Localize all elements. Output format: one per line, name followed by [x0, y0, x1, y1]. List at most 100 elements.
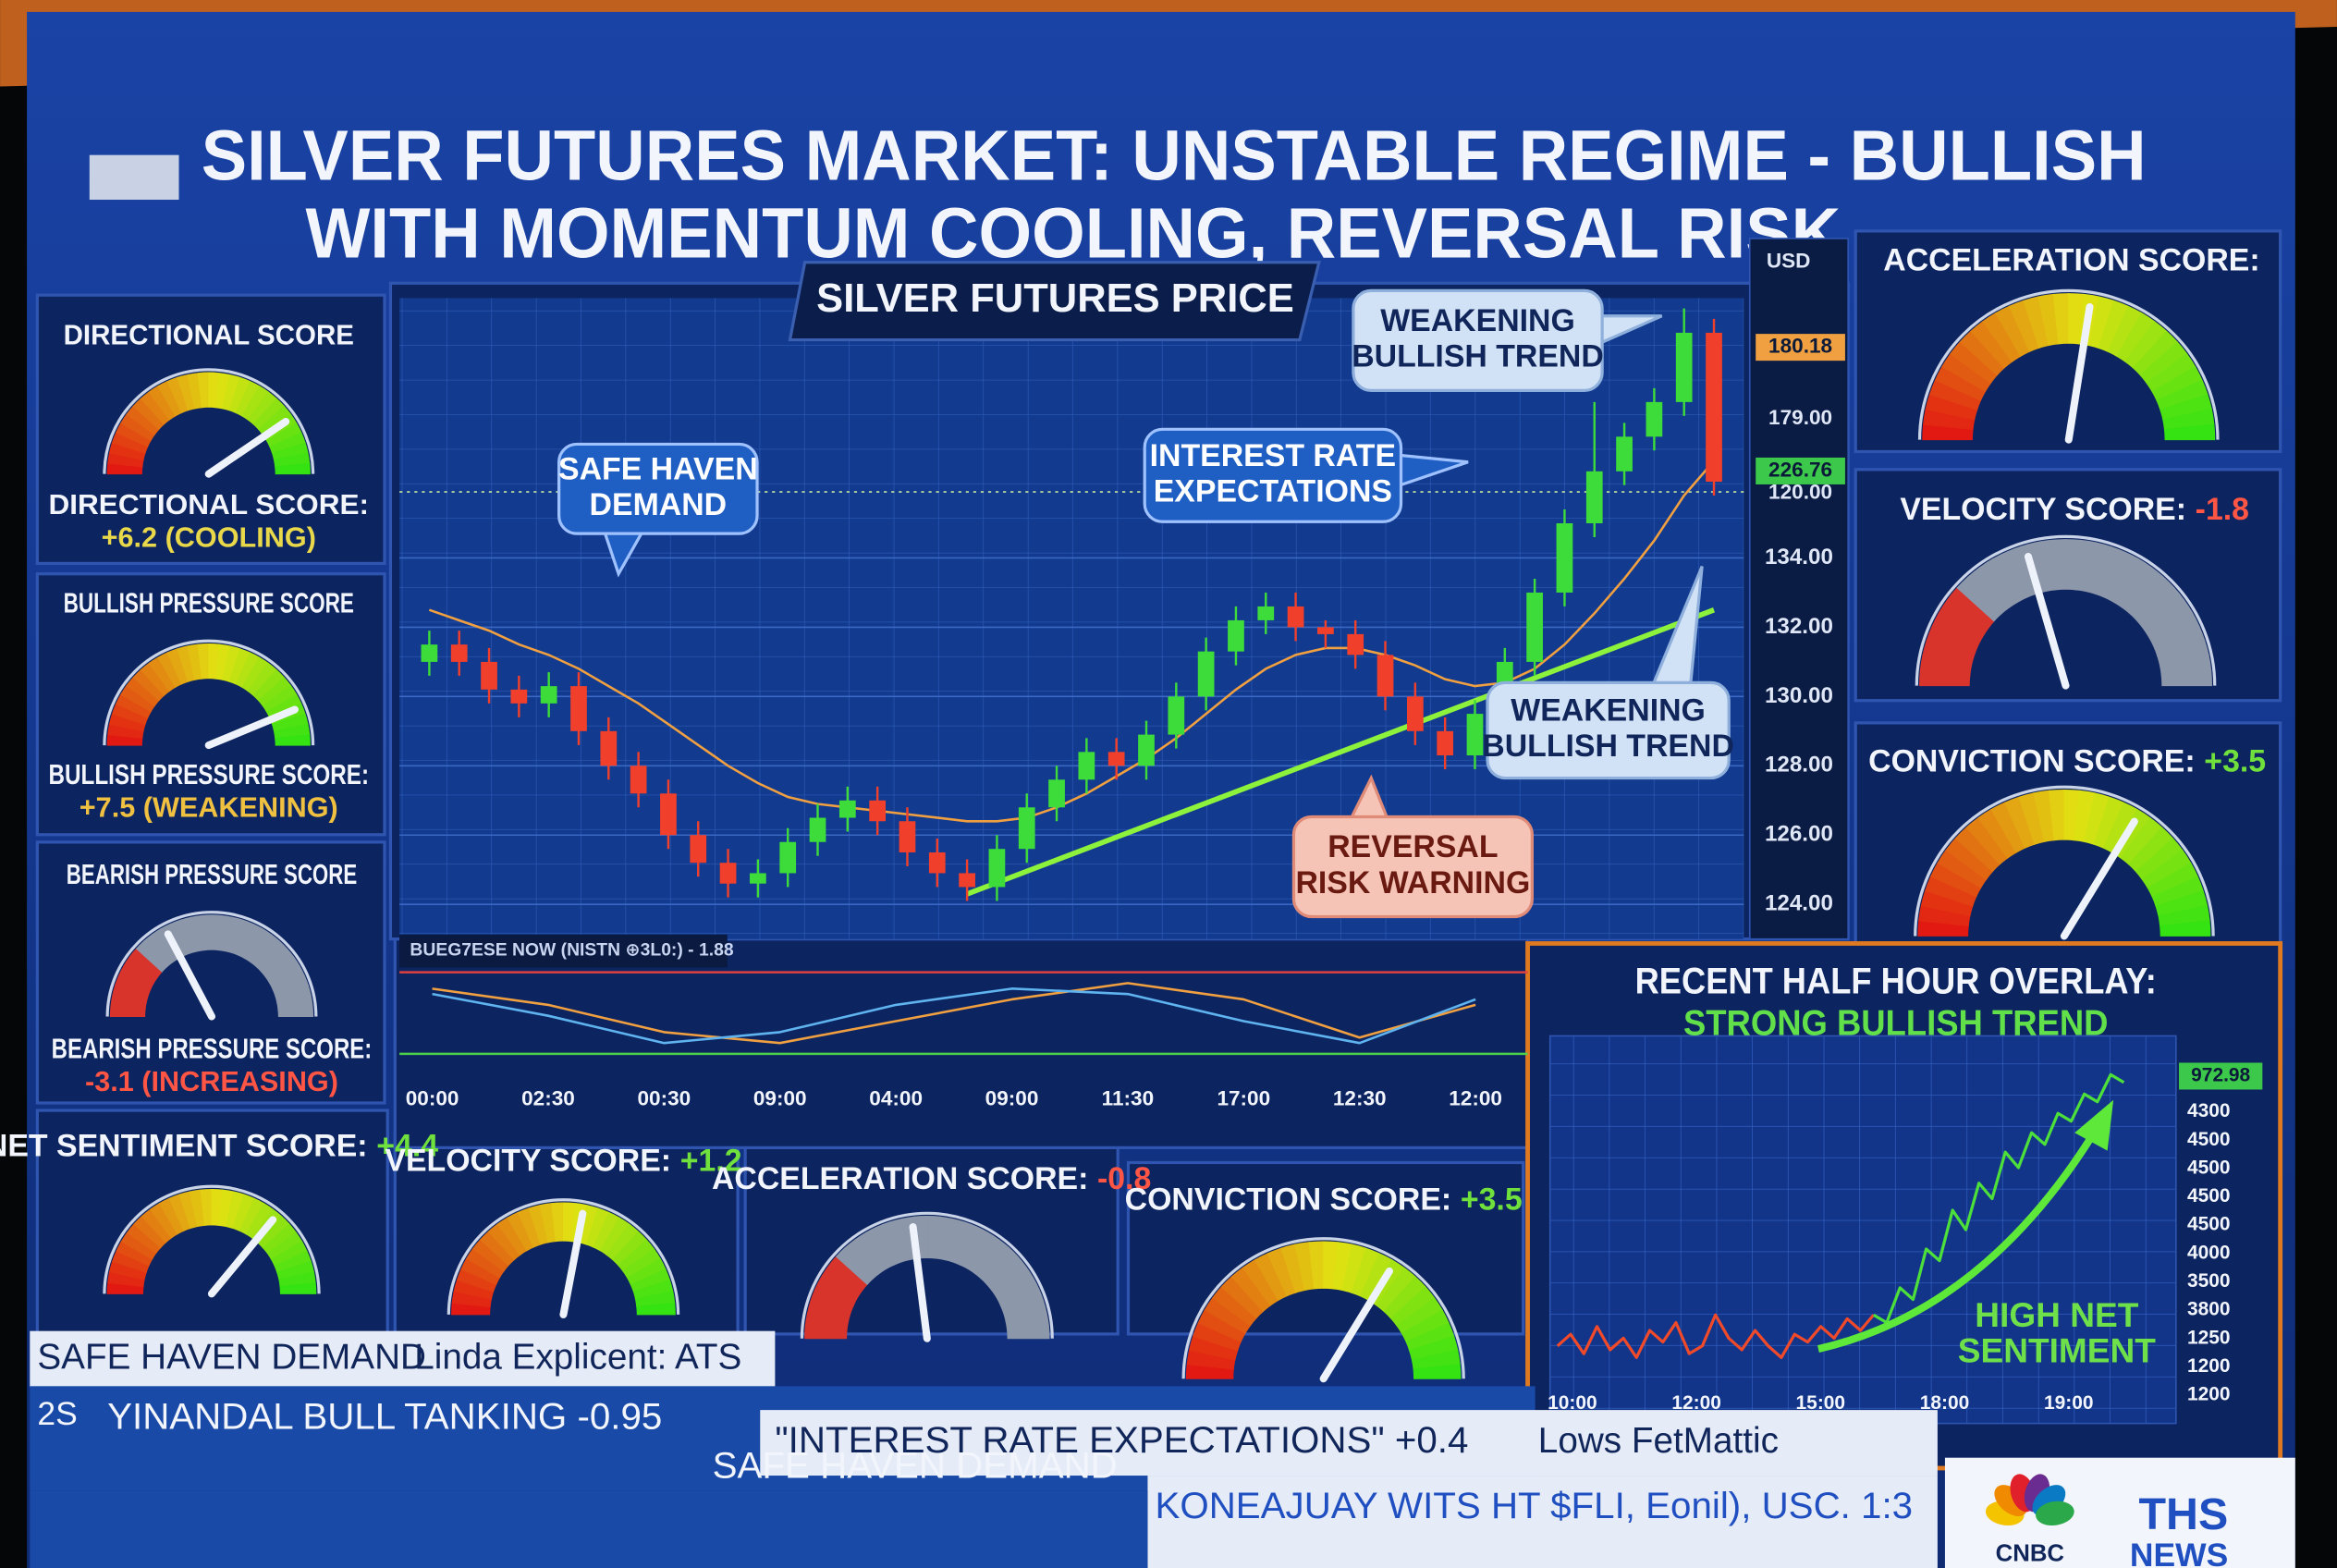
candle-body	[1048, 779, 1065, 808]
gauge-title: DIRECTIONAL SCORE	[64, 319, 354, 350]
indicator-label-box	[399, 934, 728, 968]
gauge-value: +7.5 (WEAKENING)	[80, 792, 338, 824]
price-tag-box	[2179, 1062, 2263, 1090]
candle-body	[1646, 401, 1663, 437]
gauge-needle	[909, 1223, 931, 1342]
chart-title: SILVER FUTURES PRICE	[816, 276, 1294, 321]
gauge-rim	[447, 1198, 680, 1315]
annotation-bubble	[1352, 288, 1604, 392]
y-tick-label: 4500	[2187, 1129, 2231, 1150]
annotation-text: SAFE HAVEN	[558, 451, 758, 486]
ticker-item: "INTEREST RATE EXPECTATIONS" +0.4	[775, 1419, 1468, 1461]
series-line	[1872, 1072, 2125, 1325]
gauge-title-text: VELOCITY SCORE:	[385, 1143, 671, 1178]
annotation-bubble	[1291, 815, 1534, 919]
x-tick-label: 17:00	[1217, 1087, 1270, 1110]
x-tick-label: 11:30	[1102, 1087, 1154, 1110]
candle-body	[630, 766, 647, 794]
gauge-title: NET SENTIMENT SCORE: +4.4	[0, 1128, 438, 1163]
x-tick-label: 09:00	[985, 1087, 1039, 1110]
plot-area	[1548, 1035, 2177, 1425]
candle-body	[809, 817, 826, 842]
candle-body	[570, 686, 587, 731]
gauge-value: +1.2	[680, 1143, 742, 1178]
candle-body	[1706, 332, 1722, 483]
gauge-value: +4.4	[376, 1128, 438, 1163]
ticker-band	[30, 1490, 1148, 1568]
annotation-text: WEAKENING	[1380, 303, 1575, 338]
gauge-value: +3.5	[1461, 1182, 1523, 1217]
y-tick-label: 134.00	[1765, 545, 1833, 570]
x-tick-label: 19:00	[2044, 1392, 2094, 1414]
y-tick-label: 1250	[2187, 1327, 2231, 1348]
x-tick-label: 12:00	[1449, 1087, 1502, 1110]
y-axis-label: USD	[1767, 250, 1811, 273]
candle-body	[1616, 436, 1633, 472]
candle-body	[1257, 606, 1275, 620]
ticker-item: SAFE HAVEN DEMAND	[37, 1338, 426, 1378]
gauge-needle	[1319, 1267, 1393, 1383]
gauge-arc	[279, 1282, 317, 1294]
annotation-text: BULLISH TREND	[1352, 339, 1604, 374]
logo-line: THS	[2139, 1489, 2229, 1539]
annotation-text: RISK WARNING	[1295, 865, 1530, 900]
y-tick-label: 126.00	[1765, 822, 1833, 847]
gauge-rim	[105, 911, 318, 1017]
x-tick-label: 00:00	[406, 1087, 459, 1110]
price-tag-box	[1756, 457, 1845, 484]
gauge-title: VELOCITY SCORE: -1.8	[1900, 492, 2249, 527]
candle-body	[450, 644, 468, 662]
gauge-title: ACCELERATION SCORE:	[1883, 243, 2259, 278]
logo-line: NEWS	[2130, 1537, 2228, 1568]
gauge-title: BEARISH PRESSURE SCORE	[67, 859, 357, 890]
candle-body	[1168, 696, 1185, 735]
y-tick-label: 3800	[2187, 1299, 2231, 1320]
gauge-arc	[636, 1302, 676, 1316]
trend-arrowhead	[2074, 1099, 2114, 1151]
gauge-title-text: VELOCITY SCORE:	[1900, 492, 2186, 527]
annotation-bubble	[1143, 427, 1403, 523]
panel	[35, 293, 386, 566]
gauge-title: CONVICTION SCORE: +3.5	[1125, 1182, 1523, 1217]
ticker-band	[30, 1330, 776, 1388]
candle-body	[899, 821, 916, 852]
candle-body	[1018, 807, 1035, 850]
y-tick-label: 132.00	[1765, 614, 1833, 639]
price-tag-box	[1756, 334, 1845, 361]
candle-body	[928, 851, 946, 874]
gauge-needle	[207, 1216, 277, 1298]
candle-body	[1138, 734, 1155, 766]
ticker-item: YINANDAL BULL TANKING -0.95	[107, 1395, 662, 1437]
candle-body	[750, 873, 766, 884]
gauge-rim	[1915, 534, 2217, 686]
gauge-rim	[800, 1211, 1054, 1339]
panel	[35, 572, 386, 837]
candle-body	[1347, 633, 1364, 655]
ticker-band	[1147, 1476, 1938, 1568]
gauge-rim	[1181, 1237, 1465, 1379]
trend-line	[966, 607, 1716, 897]
gauge-title-text: CONVICTION SCORE:	[1125, 1182, 1452, 1217]
gauge-rim	[103, 1184, 321, 1294]
series-line	[432, 987, 1476, 1045]
candle-body	[1675, 332, 1693, 402]
gauge-needle	[2060, 817, 2138, 940]
gauge-title-text: CONVICTION SCORE:	[1868, 743, 2195, 778]
gauge-title-text: NET SENTIMENT SCORE:	[0, 1128, 368, 1163]
candle-body	[719, 863, 737, 884]
gauge-arc	[1413, 1364, 1462, 1379]
x-tick-label: 15:00	[1796, 1392, 1846, 1414]
y-tick-label: 130.00	[1765, 683, 1833, 708]
candle-body	[1078, 752, 1095, 780]
candle-body	[421, 644, 438, 662]
x-tick-label: 09:00	[753, 1087, 807, 1110]
candle-body	[959, 873, 975, 888]
gauge-value: -1.8	[2196, 492, 2249, 527]
gauge-arc	[2163, 423, 2216, 441]
candle-body	[1197, 651, 1215, 697]
gauge-caption: DIRECTIONAL SCORE:	[48, 489, 369, 521]
candle-body	[988, 849, 1006, 888]
ticker-item: Lows FetMattic	[1538, 1421, 1779, 1461]
candle-body	[1585, 471, 1603, 524]
